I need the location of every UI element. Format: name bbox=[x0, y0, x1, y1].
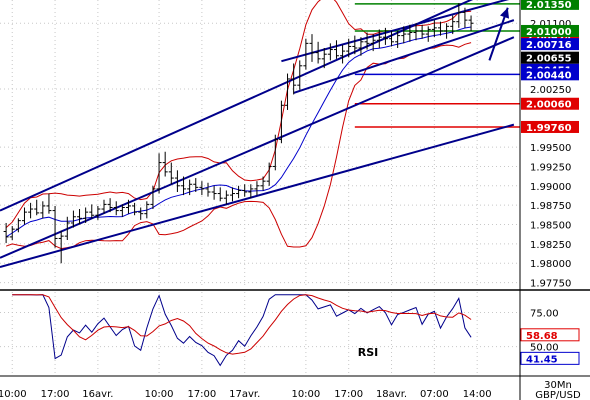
price-tick-label: 1.98000 bbox=[530, 259, 571, 270]
partial-price-tag-box bbox=[521, 38, 579, 51]
last-price-tag-box bbox=[521, 51, 579, 64]
time-tick-label: 10:00 bbox=[145, 389, 174, 400]
partial-price-tag-text: 2.00716 bbox=[526, 40, 572, 51]
rsi-tick-label: 75.00 bbox=[530, 309, 559, 320]
rsi-signal-line bbox=[12, 294, 472, 355]
level-price-tag-text: 2.01350 bbox=[526, 0, 572, 11]
rsi-value-tag-text: 41.45 bbox=[526, 354, 558, 365]
level-price-tag-text: 2.00440 bbox=[526, 70, 572, 81]
price-tick-label: 1.99000 bbox=[530, 182, 571, 193]
price-bars bbox=[3, 3, 474, 264]
level-price-tag-text: 2.01000 bbox=[526, 27, 572, 38]
channel-upper-near-line bbox=[281, 0, 510, 63]
time-tick-label: 17:00 bbox=[187, 389, 216, 400]
channel-mid-line bbox=[293, 19, 515, 94]
level-price-tag-box bbox=[521, 97, 579, 110]
price-tick-label: 2.00250 bbox=[530, 85, 571, 96]
timeframe-label: 30Mn bbox=[544, 380, 572, 391]
time-tick-label: 17:00 bbox=[334, 389, 363, 400]
level-price-tag-box bbox=[521, 0, 579, 10]
instrument-label: GBP/USD bbox=[535, 390, 581, 400]
rsi-line bbox=[12, 294, 472, 367]
rsi-value-tag-text: 58.68 bbox=[526, 331, 558, 342]
last-price-tag-text: 2.00655 bbox=[526, 54, 572, 65]
rsi-tick-label: 50.00 bbox=[530, 343, 559, 354]
level-price-tag-text: 2.00060 bbox=[526, 100, 572, 111]
price-tick-label: 1.98500 bbox=[530, 221, 571, 232]
time-tick-label: 17avr. bbox=[229, 389, 260, 400]
price-tick-label: 1.98250 bbox=[530, 240, 571, 251]
rsi-value-tag-box bbox=[521, 352, 579, 365]
price-tags: 2.009242.007162.004512.013502.010002.004… bbox=[520, 0, 580, 365]
time-tick-label: 16avr. bbox=[82, 389, 113, 400]
level-price-tag-box bbox=[521, 120, 579, 133]
time-tick-label: 10:00 bbox=[291, 389, 320, 400]
time-tick-label: 17:00 bbox=[41, 389, 70, 400]
horizontal-levels bbox=[354, 3, 520, 128]
time-tick-label: 18avr. bbox=[376, 389, 407, 400]
forecast-arrow-head bbox=[499, 7, 510, 19]
rsi-value-tag-outline bbox=[520, 351, 580, 365]
rsi-value-tag-outline bbox=[520, 328, 580, 342]
channel-lower-outer-line bbox=[0, 123, 515, 269]
rsi-label: RSI bbox=[358, 346, 379, 359]
time-tick-label: 07:00 bbox=[420, 389, 449, 400]
time-tick-label: 14:00 bbox=[463, 389, 492, 400]
rsi-panel: RSI bbox=[0, 294, 520, 367]
channel-upper-outer-line bbox=[0, 0, 474, 212]
rsi-value-tag-box bbox=[521, 328, 579, 341]
price-tick-label: 1.97750 bbox=[530, 279, 571, 290]
level-price-tag-box bbox=[521, 68, 579, 81]
price-tick-label: 1.98750 bbox=[530, 201, 571, 212]
time-tick-label: 10:00 bbox=[0, 389, 27, 400]
level-price-tag-box bbox=[521, 24, 579, 37]
price-tick-label: 1.99250 bbox=[530, 162, 571, 173]
price-tick-label: 2.01100 bbox=[530, 19, 571, 30]
price-tick-label: 1.99500 bbox=[530, 143, 571, 154]
level-price-tag-text: 1.99760 bbox=[526, 123, 572, 134]
